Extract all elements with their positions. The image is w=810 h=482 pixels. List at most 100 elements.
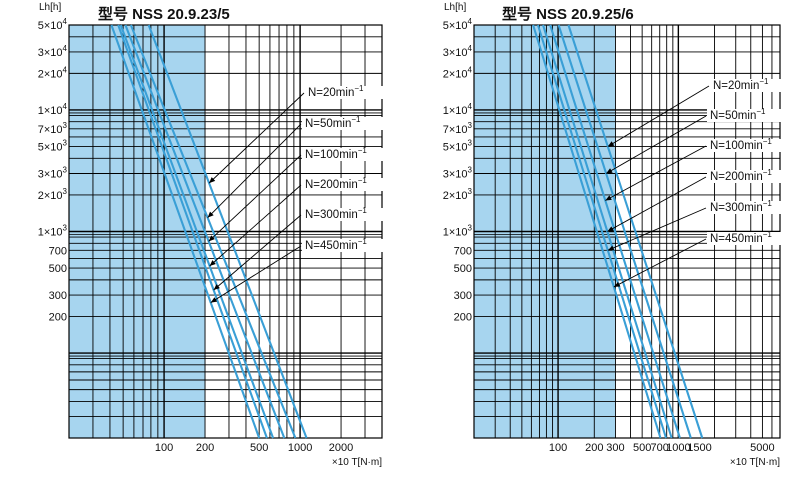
label-background [707,201,795,214]
y-tick-label: 5×104 [443,17,473,32]
series-label-text: N=20min−1 [713,77,769,92]
leader-line [213,214,302,291]
x-tick-label: 5000 [750,442,774,454]
x-axis-label: ×10 T[N·m] [730,457,780,468]
series-label-text: N=50min−1 [305,115,361,130]
series-label-text: N=200min−1 [710,168,772,183]
x-tick-label: 300 [606,442,624,454]
series-line-5 [117,24,268,439]
leader-line [605,115,707,174]
series-label-1: N=20min−1 [607,77,797,147]
series-label-text: N=450min−1 [710,230,772,245]
plot-frame [473,24,781,439]
y-tick-label: 2×104 [38,65,68,80]
y-tick-label: 300 [454,290,472,302]
y-tick-label: 7×103 [443,121,473,136]
y-axis-label: Lh[h] [39,2,61,13]
series-label-5: N=300min−1 [607,199,795,251]
arrowhead [209,177,216,184]
arrowhead [209,260,216,267]
leader-line [605,145,707,201]
arrowhead [207,211,214,218]
chart-left: 型号 NSS 20.9.23/5 Lh[h] 5×104 3×104 2×104 1×10… [38,2,392,468]
chart-title: 型号 NSS 20.9.25/6 [502,5,634,23]
series-line-2 [557,24,692,439]
series-label-2: N=50min−1 [207,115,389,218]
label-background [302,117,389,130]
label-background [302,239,390,252]
series-line-4 [119,24,275,439]
leader-line [207,123,302,218]
series-label-1: N=20min−1 [208,84,392,184]
y-tick-label: 1×104 [38,102,68,117]
y-tick-label: 2×103 [38,187,68,202]
series-line-1 [147,24,308,439]
series-line-5 [536,24,668,439]
series-label-3: N=100min−1 [605,137,795,201]
y-tick-label: 5×103 [38,139,68,154]
x-tick-label: 1500 [687,442,711,454]
label-background [707,109,794,122]
series-label-2: N=50min−1 [605,107,794,174]
label-background [707,170,795,183]
x-tick-label: 100 [549,442,567,454]
x-tick-label: 1000 [666,442,690,454]
arrowhead [607,245,615,251]
series-line-6 [532,24,662,439]
x-tick-label: 200 [196,442,214,454]
arrowhead [607,141,615,147]
series-line-1 [567,24,704,439]
arrowhead [208,235,215,242]
chart-title: 型号 NSS 20.9.23/5 [98,5,230,23]
series-label-3: N=100min−1 [208,146,390,242]
y-tick-label: 1×104 [443,102,473,117]
y-tick-label: 2×104 [443,65,473,80]
series-label-text: N=300min−1 [305,206,367,221]
label-background [710,79,797,92]
series-label-6: N=450min−1 [210,237,390,303]
y-tick-label: 5×104 [38,17,68,32]
y-tick-label: 3×103 [38,166,68,181]
y-tick-label: 1×103 [38,224,68,239]
y-tick-label: 300 [49,290,67,302]
leader-line [607,207,707,251]
x-tick-label: 500 [633,442,651,454]
series-label-text: N=300min−1 [710,199,772,214]
y-tick-label: 700 [49,245,67,257]
series-line-3 [124,24,286,439]
arrowhead [613,281,621,287]
y-tick-label: 500 [49,263,67,275]
chart-right: 型号 NSS 20.9.25/6 Lh[h] 5×104 3×104 2×104 1×10… [443,2,797,468]
y-tick-label: 700 [454,245,472,257]
label-background [302,148,390,161]
series-label-4: N=200min−1 [607,168,795,232]
series-line-2 [129,24,297,439]
x-tick-label: 1000 [288,442,312,454]
leader-line [607,85,710,147]
y-tick-label: 2×103 [443,187,473,202]
series-label-4: N=200min−1 [209,176,390,267]
leader-line [208,154,302,242]
x-tick-label: 2000 [329,442,353,454]
y-axis-label: Lh[h] [444,2,466,13]
arrowhead [210,297,218,303]
x-tick-label: 100 [155,442,173,454]
arrowhead [606,168,613,174]
y-tick-label: 3×104 [443,44,473,59]
y-tick-label: 200 [49,311,67,323]
series-label-text: N=100min−1 [305,146,367,161]
label-background [302,208,390,221]
leader-line [210,245,302,303]
x-tick-label: 700 [651,442,669,454]
label-background [302,178,390,191]
y-tick-label: 7×103 [38,121,68,136]
leader-line [607,176,707,232]
y-tick-label: 5×103 [443,139,473,154]
y-tick-label: 500 [454,263,472,275]
plot-frame [68,24,383,439]
leader-line [208,92,305,184]
leader-line [209,184,302,267]
series-label-6: N=450min−1 [613,230,795,288]
series-label-text: N=450min−1 [305,237,367,252]
series-label-text: N=200min−1 [305,176,367,191]
